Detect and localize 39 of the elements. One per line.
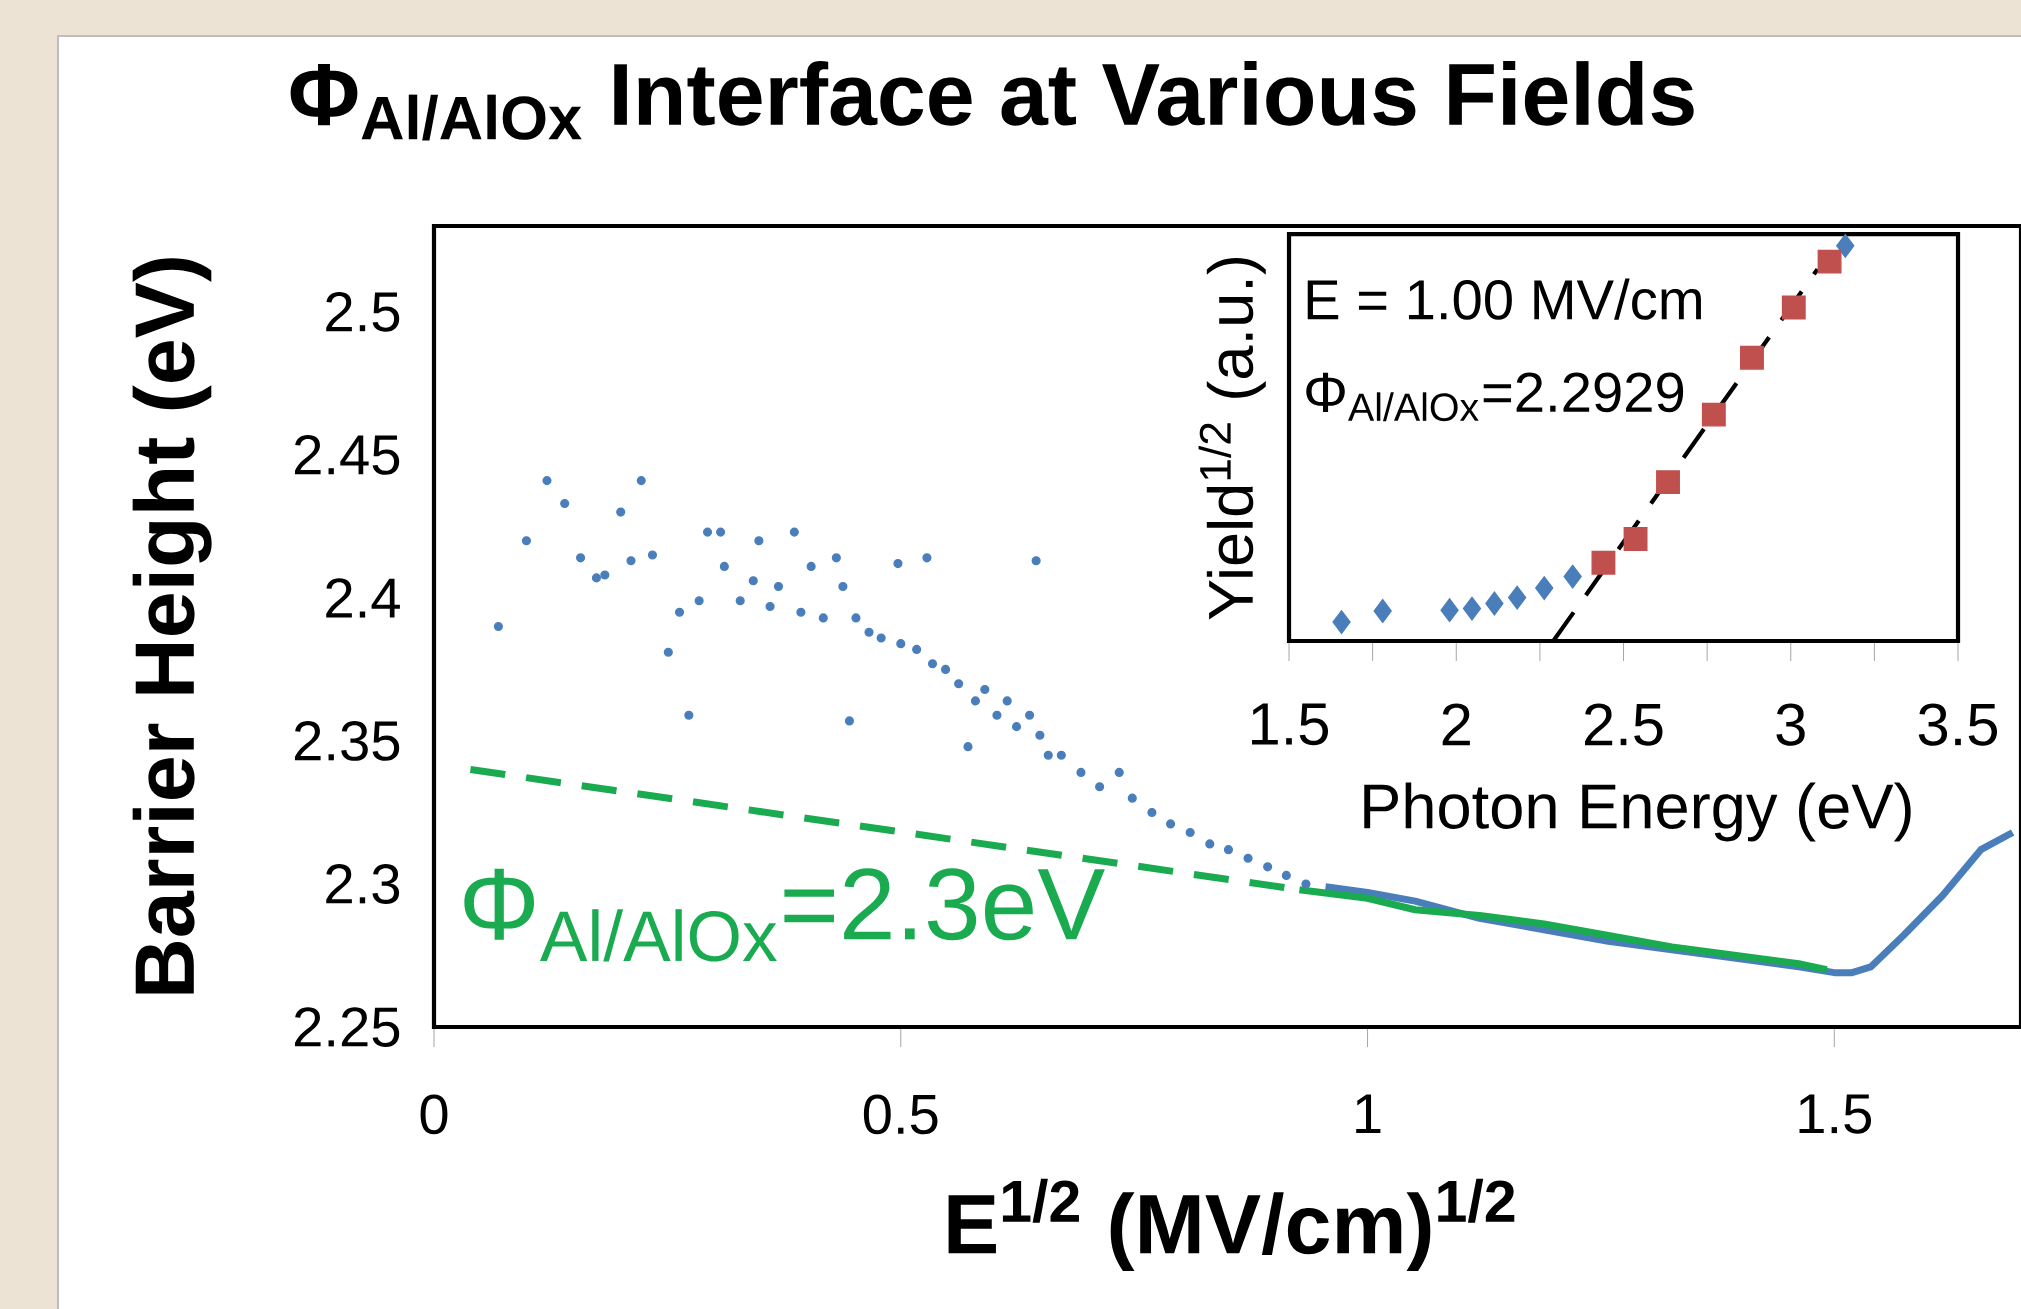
point xyxy=(1701,402,1726,427)
point xyxy=(1462,596,1482,621)
point xyxy=(1817,249,1842,274)
y-tick-label: 2.45 xyxy=(294,434,400,475)
y-axis-title: Barrier Height (eV) xyxy=(132,258,212,994)
point xyxy=(1535,576,1554,601)
point xyxy=(1373,599,1392,623)
point xyxy=(1836,233,1855,258)
point xyxy=(1563,564,1582,589)
x-tick-label: 1.5 xyxy=(1799,1094,1872,1134)
x-tick-label: 1 xyxy=(1356,1094,1381,1134)
x-axis-title: E$^{1/2}$ (MV/cm)$^{1/2}$ xyxy=(948,1178,1515,1271)
chart-title: Φ$_{Al/AlOx}$ Interface at Various Fields xyxy=(290,61,1694,141)
point xyxy=(1623,527,1648,552)
annotation: E = 1.00 MV/cm xyxy=(1307,278,1701,320)
annotation: Φ$_{Al/AlOx}$=2.2929 xyxy=(1306,372,1684,422)
y-axis-title: Yield$^{1/2}$ (a.u.) xyxy=(1198,258,1266,620)
x-tick-label: 0 xyxy=(420,1094,448,1135)
point xyxy=(1485,591,1504,616)
y-tick-label: 2.35 xyxy=(294,721,400,761)
x-tick-label: 1.5 xyxy=(1252,703,1329,746)
point xyxy=(1656,470,1680,495)
annotation: Φ$_{Al/AlOx}$=2.3eV xyxy=(464,868,1105,962)
x-tick-label: 2 xyxy=(1442,703,1470,746)
x-tick-label: 0.5 xyxy=(863,1094,938,1135)
point xyxy=(1508,585,1527,610)
point xyxy=(1440,598,1459,623)
x-tick-label: 2.5 xyxy=(1585,703,1663,746)
point xyxy=(1781,295,1806,320)
x-axis-title: Photon Energy (eV) xyxy=(1364,782,1911,842)
point xyxy=(1332,610,1351,634)
x-tick-label: 3 xyxy=(1776,703,1805,746)
point xyxy=(1591,550,1616,575)
y-tick-label: 2.4 xyxy=(326,578,400,618)
point xyxy=(1740,345,1764,370)
y-tick-label: 2.3 xyxy=(326,864,400,904)
x-tick-label: 3.5 xyxy=(1918,703,1998,746)
y-tick-label: 2.5 xyxy=(326,291,400,332)
y-tick-label: 2.25 xyxy=(294,1007,400,1047)
